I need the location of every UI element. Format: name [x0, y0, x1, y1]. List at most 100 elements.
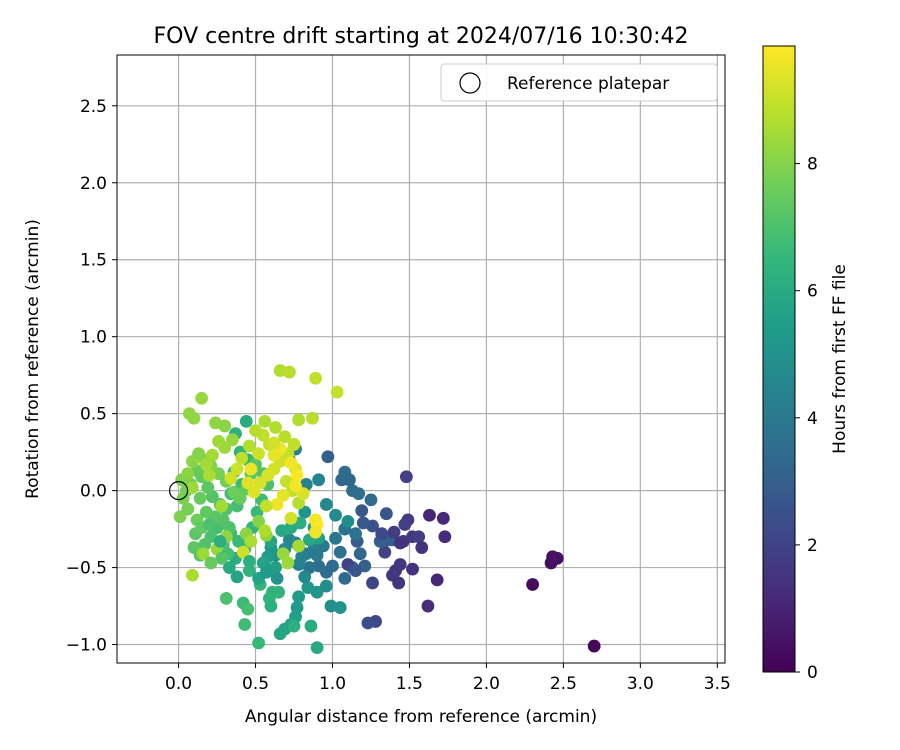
data-point: [298, 570, 312, 584]
data-point: [215, 499, 229, 513]
data-point: [292, 413, 306, 427]
x-tick-label: 2.0: [473, 674, 500, 694]
data-point: [378, 545, 392, 559]
data-point: [202, 468, 216, 482]
y-tick-label: 1.5: [80, 251, 107, 271]
data-point: [379, 507, 393, 521]
data-point: [219, 591, 233, 605]
data-point: [587, 639, 601, 653]
data-point: [212, 434, 225, 448]
data-point: [393, 558, 407, 571]
data-point: [181, 502, 195, 516]
data-point: [321, 450, 335, 464]
data-point: [213, 535, 227, 548]
colorbar-tick-label: 6: [807, 282, 818, 302]
data-point: [206, 448, 219, 462]
data-point: [406, 562, 419, 576]
data-point: [186, 454, 199, 468]
data-point: [423, 508, 436, 522]
legend-marker-open-circle: [459, 72, 481, 94]
x-tick-label: 1.5: [396, 674, 423, 694]
data-point: [399, 470, 413, 484]
data-point: [364, 493, 378, 507]
data-point: [330, 385, 344, 399]
y-tick-label: −1.0: [66, 636, 107, 656]
y-tick-label: 1.0: [80, 328, 107, 348]
data-point: [284, 456, 298, 470]
data-point: [230, 462, 244, 476]
data-point: [252, 514, 266, 528]
data-point: [259, 565, 273, 579]
data-point: [236, 545, 250, 559]
data-point: [252, 636, 266, 650]
x-axis-label: Angular distance from reference (arcmin): [245, 707, 597, 727]
data-point: [338, 465, 352, 479]
data-point: [355, 504, 369, 518]
y-tick-label: 2.5: [80, 97, 107, 117]
legend-box: [440, 63, 718, 102]
data-point: [186, 481, 199, 494]
data-point: [218, 419, 232, 433]
data-point: [273, 627, 287, 641]
data-point: [259, 499, 273, 513]
data-point: [301, 581, 315, 594]
data-point: [349, 564, 362, 578]
colorbar-label: Hours from first FF file: [830, 264, 850, 454]
y-tick-label: 0.5: [80, 405, 107, 425]
x-tick-label: 3.5: [704, 674, 731, 694]
x-tick-label: 1.0: [319, 674, 346, 694]
data-point: [421, 599, 435, 613]
data-point: [356, 516, 370, 530]
x-tick-label: 0.0: [165, 674, 192, 694]
data-point: [393, 536, 407, 550]
data-point: [412, 530, 426, 544]
data-point: [387, 525, 401, 539]
data-point: [249, 424, 262, 437]
colorbar-tick-label: 2: [807, 536, 818, 556]
data-points: [173, 364, 601, 655]
y-tick-label: 2.0: [80, 174, 107, 194]
data-point: [258, 524, 272, 538]
data-point: [224, 471, 238, 485]
data-point: [241, 476, 255, 490]
colorbar: 0 2 4 6 8 Hours from first FF file: [762, 45, 850, 683]
plot-frame: [116, 54, 726, 664]
colorbar-tick-label: 4: [807, 409, 818, 429]
data-point: [290, 468, 304, 482]
data-point: [244, 462, 258, 476]
data-point: [298, 505, 312, 519]
data-point: [333, 601, 347, 614]
data-point: [276, 488, 290, 502]
colorbar-tick-label: 0: [807, 663, 818, 683]
data-point: [375, 527, 389, 541]
data-point: [199, 458, 213, 471]
grid-lines: [117, 55, 725, 663]
data-point: [361, 616, 375, 630]
data-point: [215, 551, 229, 565]
legend: Reference platepar: [440, 63, 718, 102]
data-point: [270, 498, 284, 511]
data-point: [366, 576, 379, 590]
data-point: [284, 511, 298, 525]
data-point: [193, 491, 207, 505]
data-point: [272, 585, 286, 599]
data-point: [287, 438, 301, 451]
data-point: [253, 476, 267, 490]
y-axis-label: Rotation from reference (arcmin): [23, 219, 43, 499]
data-point: [306, 411, 319, 425]
data-point: [289, 479, 302, 493]
data-point: [239, 414, 253, 428]
data-point: [338, 571, 352, 585]
data-point: [186, 568, 199, 582]
data-point: [282, 365, 296, 379]
y-tick-label: 0.0: [80, 482, 107, 502]
data-point: [227, 485, 241, 499]
data-point: [235, 451, 249, 465]
data-point: [310, 548, 324, 562]
data-point: [230, 570, 244, 584]
data-point: [329, 508, 342, 522]
data-point: [352, 487, 366, 501]
data-point: [252, 447, 266, 461]
data-point: [353, 547, 367, 561]
data-point: [202, 518, 216, 531]
